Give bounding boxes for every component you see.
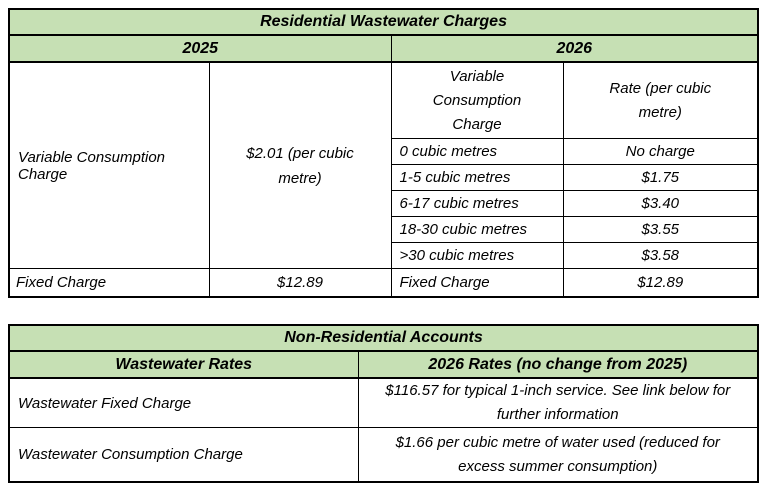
table-row: 0 cubic metres No charge [9, 138, 759, 165]
tier-range: >30 cubic metres [390, 242, 564, 269]
table-row: 18-30 cubic metres $3.55 [9, 216, 759, 243]
tier-rate: $3.40 [562, 190, 759, 217]
fixed-charge-2026-value: $12.89 [562, 268, 759, 298]
fixed-charge-2025-value: $12.89 [208, 268, 392, 298]
table-row: Wastewater Consumption Charge $1.66 per … [8, 427, 759, 483]
table-row: Variable Consumption Charge $2.01 (per c… [8, 61, 759, 269]
residential-title-row: Residential Wastewater Charges [8, 8, 759, 36]
rate-column-header: Rate (per cubic metre) [562, 61, 759, 139]
year-2025-header: 2025 [8, 34, 392, 63]
tier-rate: No charge [562, 138, 759, 165]
tier-range: 6-17 cubic metres [390, 190, 564, 217]
non-residential-table: Non-Residential Accounts Wastewater Rate… [8, 324, 760, 483]
fixed-charge-2026-label: Fixed Charge [390, 268, 564, 298]
tier-range: 1-5 cubic metres [390, 164, 564, 191]
year-2026-header: 2026 [390, 34, 759, 63]
wastewater-fixed-charge-value: $116.57 for typical 1-inch service. See … [357, 377, 759, 428]
page: Residential Wastewater Charges 2025 2026… [8, 8, 760, 483]
rates-2026-header: 2026 Rates (no change from 2025) [357, 350, 759, 379]
variable-consumption-charge-2025-label: Variable Consumption Charge [8, 61, 210, 269]
wastewater-consumption-charge-value: $1.66 per cubic metre of water used (red… [357, 427, 759, 483]
wastewater-fixed-charge-label: Wastewater Fixed Charge [8, 377, 359, 428]
table-row: 6-17 cubic metres $3.40 [9, 190, 759, 217]
charge-column-header: Variable Consumption Charge [390, 61, 564, 139]
non-residential-title-row: Non-Residential Accounts [8, 324, 759, 352]
residential-wastewater-table: Residential Wastewater Charges 2025 2026… [8, 8, 760, 298]
tier-range: 0 cubic metres [390, 138, 564, 165]
table-row: Wastewater Fixed Charge $116.57 for typi… [8, 377, 759, 428]
non-residential-header-row: Wastewater Rates 2026 Rates (no change f… [8, 350, 759, 379]
tier-range: 18-30 cubic metres [390, 216, 564, 243]
tier-rate: $3.55 [562, 216, 759, 243]
fixed-charge-row: Fixed Charge $12.89 Fixed Charge $12.89 [8, 268, 759, 298]
tier-rate: $3.58 [562, 242, 759, 269]
tier-rate: $1.75 [562, 164, 759, 191]
residential-table-title: Residential Wastewater Charges [8, 8, 759, 36]
table-row: >30 cubic metres $3.58 [9, 242, 759, 269]
wastewater-rates-header: Wastewater Rates [8, 350, 359, 379]
year-header-row: 2025 2026 [8, 34, 759, 63]
fixed-charge-2025-label: Fixed Charge [8, 268, 210, 298]
table-row: 1-5 cubic metres $1.75 [9, 164, 759, 191]
wastewater-consumption-charge-label: Wastewater Consumption Charge [8, 427, 359, 483]
non-residential-table-title: Non-Residential Accounts [8, 324, 759, 352]
variable-consumption-charge-2025-value: $2.01 (per cubic metre) [208, 61, 392, 269]
